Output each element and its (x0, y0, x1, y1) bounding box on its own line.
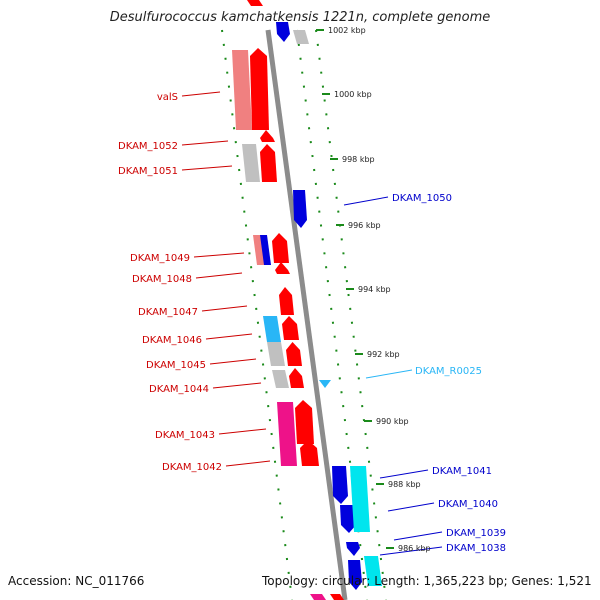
label-vals: valS (157, 92, 178, 103)
topology-text: Topology: circular; Length: 1,365,223 bp… (262, 574, 592, 588)
label-dkam-1049: DKAM_1049 (130, 253, 190, 264)
leader-right-3 (387, 502, 435, 512)
gene-1042 (300, 440, 319, 466)
leader-left-10 (225, 460, 271, 467)
kbp-tick-label-4: 994 kbp (358, 285, 391, 294)
label-dkam-1039: DKAM_1039 (446, 528, 506, 539)
gene-1046-light (263, 316, 281, 342)
gene-bottom-magenta (310, 594, 326, 600)
gene-1051 (260, 144, 277, 182)
gene-bottom-red (330, 594, 344, 600)
gene-cyan-block (350, 466, 370, 532)
leader-right-4 (393, 531, 443, 541)
label-dkam-1040: DKAM_1040 (438, 499, 498, 510)
gene-1050 (293, 190, 307, 228)
label-dkam-1052: DKAM_1052 (118, 141, 178, 152)
leader-left-7 (209, 358, 257, 365)
gene-1040 (340, 505, 356, 533)
kbp-tick-label-0: 1002 kbp (328, 26, 366, 35)
gene-vals-light (232, 50, 252, 130)
leader-right-5 (379, 546, 443, 556)
label-dkam-r0025: DKAM_R0025 (415, 366, 482, 377)
gene-1042-magenta (277, 402, 297, 466)
label-dkam-1050: DKAM_1050 (392, 193, 452, 204)
leader-right-1 (365, 369, 413, 379)
kbp-tick-label-8: 986 kbp (398, 544, 431, 553)
gene-vals (250, 48, 269, 130)
gene-1051-gray (242, 144, 260, 182)
gene-1039 (346, 542, 360, 556)
gene-1052 (260, 130, 275, 142)
genome-backbone (265, 29, 348, 600)
label-dkam-1043: DKAM_1043 (155, 430, 215, 441)
label-dkam-1042: DKAM_1042 (162, 462, 222, 473)
accession-text: Accession: NC_011766 (8, 574, 145, 588)
gene-1046 (282, 316, 299, 340)
kbp-tick-label-7: 988 kbp (388, 480, 421, 489)
gene-1049 (272, 233, 289, 263)
gene-1048 (275, 262, 290, 274)
gene-1038 (348, 560, 362, 590)
kbp-tick-label-3: 996 kbp (348, 221, 381, 230)
gene-1038-cyan (364, 556, 382, 586)
leader-left-4 (195, 272, 243, 279)
label-dkam-1047: DKAM_1047 (138, 307, 198, 318)
label-dkam-1044: DKAM_1044 (149, 384, 209, 395)
kbp-tick-label-5: 992 kbp (367, 350, 400, 359)
map-title: Desulfurococcus kamchatkensis 1221n, com… (109, 10, 491, 25)
leader-right-2 (379, 469, 429, 479)
label-dkam-1045: DKAM_1045 (146, 360, 206, 371)
kbp-tick-label-2: 998 kbp (342, 155, 375, 164)
label-dkam-1041: DKAM_1041 (432, 466, 492, 477)
leader-left-9 (218, 428, 267, 435)
gene-labels: valS DKAM_1052 DKAM_1051 DKAM_1049 DKAM_1048… (118, 92, 506, 554)
leader-left-6 (205, 333, 253, 340)
leader-right-0 (343, 196, 389, 206)
label-leaders (181, 91, 443, 556)
kbp-ticks: 1002 kbp 1000 kbp 998 kbp 996 kbp 994 kbp 992… (316, 26, 431, 553)
gene-1045-gray (267, 342, 285, 366)
gene-r0025 (319, 380, 331, 388)
leader-left-8 (212, 382, 262, 389)
gene-1049-b (260, 235, 271, 265)
gene-1045 (286, 342, 302, 366)
gene-top-partial (247, 0, 263, 6)
label-dkam-1038: DKAM_1038 (446, 543, 506, 554)
kbp-tick-label-1: 1000 kbp (334, 90, 372, 99)
label-dkam-1046: DKAM_1046 (142, 335, 202, 346)
gene-1047 (279, 287, 294, 315)
gene-features (232, 0, 382, 600)
gene-1044-gray (272, 370, 289, 388)
gene-1043 (295, 400, 314, 444)
gene-1041 (332, 466, 348, 504)
gene-1044 (289, 368, 304, 388)
leader-left-2 (181, 165, 233, 171)
label-dkam-1048: DKAM_1048 (132, 274, 192, 285)
leader-left-1 (181, 140, 229, 146)
gene-1053-gray (293, 30, 309, 44)
leader-left-5 (201, 305, 248, 312)
label-dkam-1051: DKAM_1051 (118, 166, 178, 177)
gene-1053-blue (276, 22, 290, 42)
kbp-tick-label-6: 990 kbp (376, 417, 409, 426)
leader-left-0 (181, 91, 221, 97)
leader-left-3 (193, 252, 245, 258)
